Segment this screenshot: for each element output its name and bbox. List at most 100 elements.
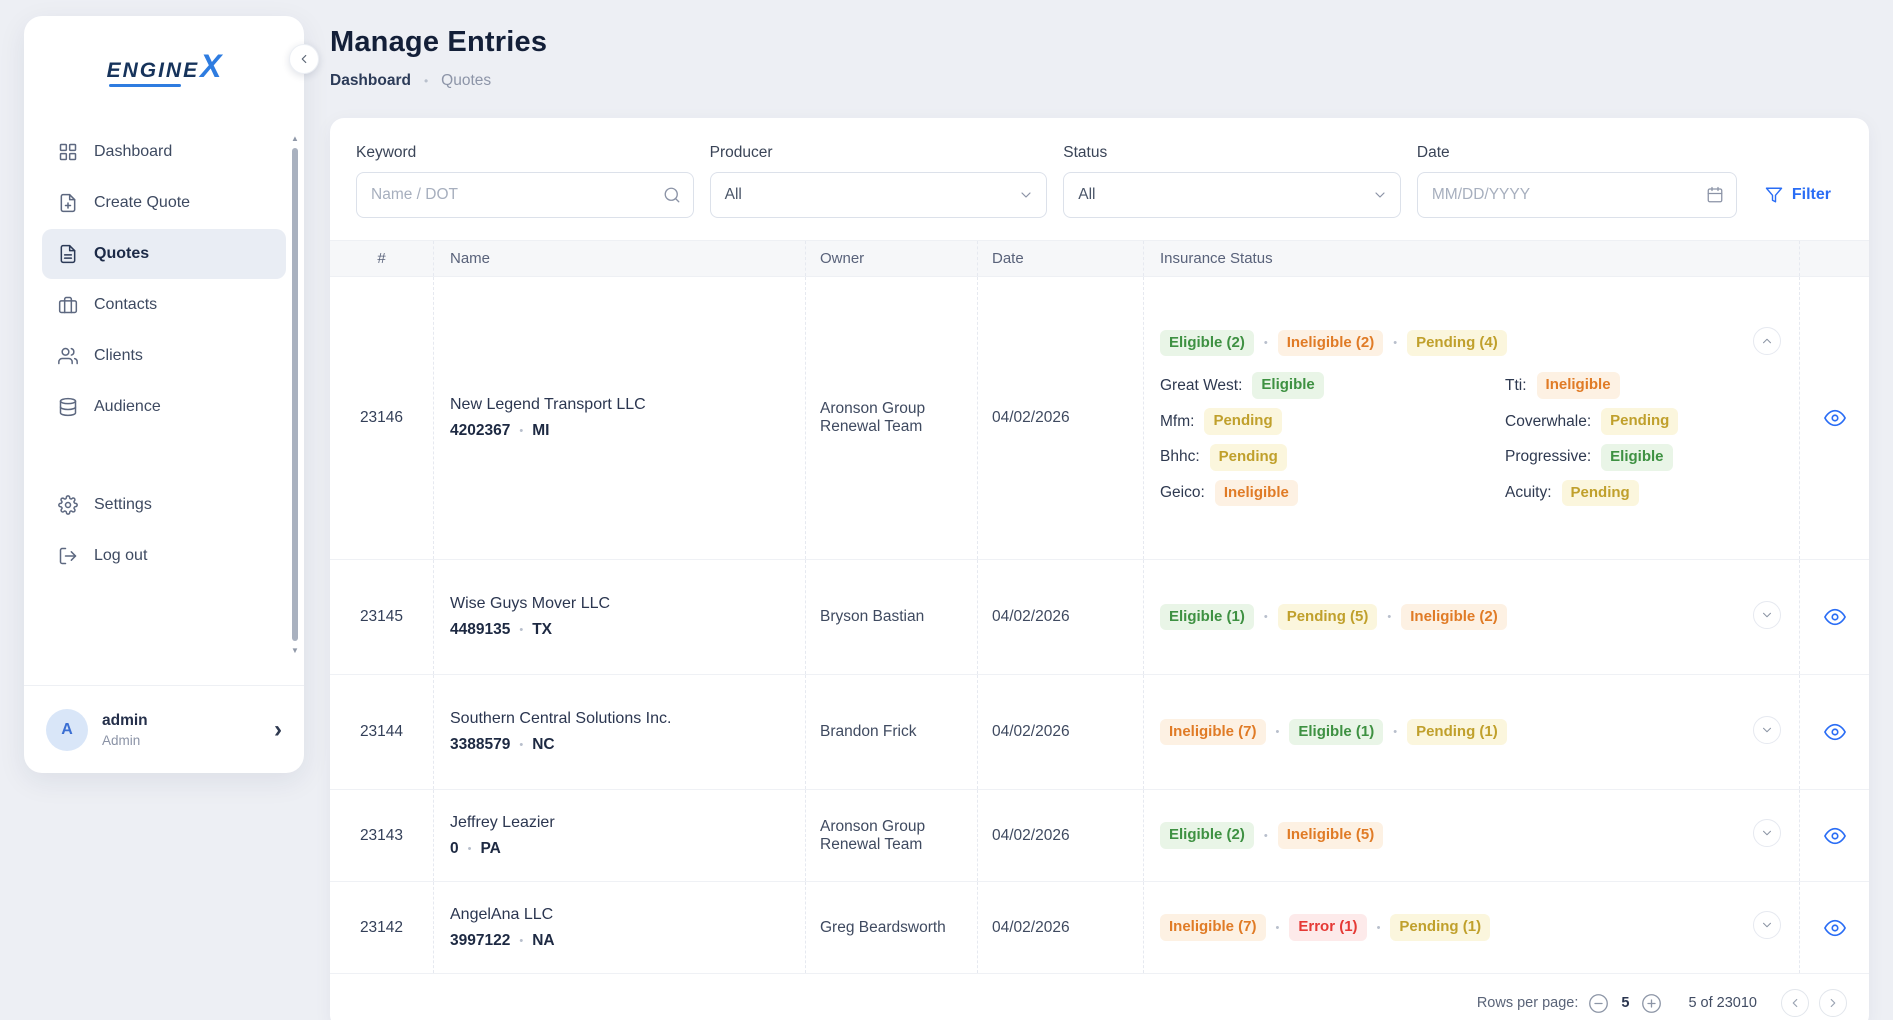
badge-separator-dot: • <box>1393 337 1398 349</box>
status-badge-ineligible: Ineligible (2) <box>1277 329 1384 357</box>
company-name: New Legend Transport LLC <box>450 396 646 413</box>
dot-number: 4202367 <box>450 422 511 439</box>
logo-text: ENGINE <box>106 59 200 82</box>
scrollbar-up-arrow[interactable]: ▲ <box>291 134 299 143</box>
expand-row-button[interactable] <box>1753 911 1781 940</box>
scrollbar-down-arrow[interactable]: ▼ <box>291 646 299 655</box>
status-badge-error: Error (1) <box>1289 914 1367 941</box>
chevron-left-icon <box>301 54 307 64</box>
rows-per-page-label: Rows per page: <box>1476 995 1579 1011</box>
sidebar-collapse-button[interactable] <box>289 44 319 74</box>
carrier-status-item: Progressive: Eligible <box>1505 443 1678 471</box>
scrollbar-thumb[interactable] <box>292 148 298 641</box>
badge-separator-dot: • <box>1275 726 1280 738</box>
sidebar-item-dashboard[interactable]: Dashboard <box>42 127 286 177</box>
chevron-down-icon <box>1762 830 1772 836</box>
carrier-name: Mfm: <box>1160 412 1195 430</box>
dot-number: 3388579 <box>450 736 511 753</box>
carrier-name: Geico: <box>1160 484 1205 501</box>
carrier-name: Coverwhale: <box>1505 412 1592 430</box>
breadcrumb: Dashboard • Quotes <box>330 72 1869 90</box>
filter-button[interactable]: Filter <box>1753 172 1843 218</box>
sidebar-item-clients[interactable]: Clients <box>42 331 286 381</box>
date-input[interactable] <box>1416 172 1737 218</box>
view-entry-button[interactable] <box>1823 407 1846 429</box>
badge-separator-dot: • <box>1393 726 1398 738</box>
rows-per-page-value: 5 <box>1621 995 1630 1011</box>
user-card[interactable]: A admin Admin › <box>24 685 304 773</box>
status-badges: Ineligible (7) • Eligible (1) • Pending (1) <box>1160 718 1520 746</box>
badge-separator-dot: • <box>1387 611 1392 623</box>
row-id: 23146 <box>330 277 434 559</box>
settings-icon <box>58 495 78 515</box>
company-name: Wise Guys Mover LLC <box>450 595 611 612</box>
expand-row-button[interactable] <box>1753 819 1781 848</box>
page-title: Manage Entries <box>330 26 548 58</box>
sidebar-item-quotes[interactable]: Quotes <box>42 229 286 279</box>
chevron-right-icon <box>1830 998 1836 1008</box>
grid-icon <box>59 143 77 161</box>
view-entry-button[interactable] <box>1823 721 1846 743</box>
logo-x: X <box>200 48 222 84</box>
main-content: Manage Entries Dashboard • Quotes Keywor… <box>330 0 1869 1020</box>
file-plus-icon <box>60 193 76 213</box>
status-select[interactable]: All <box>1063 172 1401 218</box>
carrier-status-item: Great West: Eligible <box>1160 372 1505 400</box>
view-entry-button[interactable] <box>1823 606 1846 628</box>
dot-number: 3997122 <box>450 931 511 949</box>
sidebar-nav-primary: Dashboard Create Quote Quotes Contacts Clien… <box>24 127 304 432</box>
status-badge-pending: Pending (4) <box>1407 329 1507 357</box>
date-label: Date <box>1416 144 1450 161</box>
badge-separator-dot: • <box>1263 337 1268 349</box>
chevron-down-icon <box>1372 187 1388 203</box>
carrier-status-item: Bhhc: Pending <box>1160 443 1505 471</box>
expand-row-button[interactable] <box>1753 600 1781 629</box>
row-id: 23145 <box>330 560 434 674</box>
status-badge-eligible: Eligible (1) <box>1160 603 1254 631</box>
status-badge-ineligible: Ineligible (7) <box>1160 914 1266 941</box>
search-icon <box>663 186 681 204</box>
producer-filter-group: Producer All <box>709 144 1048 218</box>
view-entry-button[interactable] <box>1823 917 1846 939</box>
badge-separator-dot: • <box>1263 829 1268 842</box>
sidebar-item-contacts[interactable]: Contacts <box>42 280 286 330</box>
sidebar-item-settings[interactable]: Settings <box>42 480 286 530</box>
logo: ENGINEX <box>24 48 304 85</box>
expand-row-button[interactable] <box>1753 715 1781 744</box>
user-meta: admin Admin <box>102 712 148 748</box>
decrease-rows-button[interactable] <box>1588 993 1609 1014</box>
carrier-status-item: Mfm: Pending <box>1160 408 1505 435</box>
pagination-bar: Rows per page: 5 5 of 23010 <box>330 974 1869 1020</box>
table-row: 23143 Jeffrey Leazier 0 • PA Aronson Group Re… <box>330 790 1869 882</box>
state-code: NA <box>532 931 555 949</box>
collapse-row-button[interactable] <box>1753 326 1781 355</box>
row-id: 23144 <box>330 675 434 789</box>
column-header-id: # <box>330 241 434 276</box>
users-icon <box>58 347 78 365</box>
column-header-insurance-status: Insurance Status <box>1144 241 1800 276</box>
view-entry-button[interactable] <box>1823 825 1846 847</box>
sidebar-item-log-out[interactable]: Log out <box>42 531 286 581</box>
badge-separator-dot: • <box>1275 921 1280 934</box>
carrier-name: Progressive: <box>1505 448 1592 466</box>
owner-cell: Brandon Frick <box>806 675 978 789</box>
carrier-name: Bhhc: <box>1160 448 1200 466</box>
name-separator-dot: • <box>519 624 524 636</box>
previous-page-button[interactable] <box>1781 989 1809 1017</box>
insurance-status-cell: Eligible (1) • Pending (5) • Ineligible (2) <box>1144 560 1800 674</box>
increase-rows-button[interactable] <box>1641 993 1662 1014</box>
carrier-status-badge-ineligible: Ineligible <box>1536 372 1620 400</box>
producer-select[interactable]: All <box>709 172 1048 218</box>
company-name: Jeffrey Leazier <box>450 813 555 831</box>
sidebar-item-audience[interactable]: Audience <box>42 382 286 432</box>
breadcrumb-dashboard[interactable]: Dashboard <box>330 72 411 89</box>
chevron-right-icon: › <box>274 715 282 743</box>
date-cell: 04/02/2026 <box>978 790 1144 881</box>
sidebar-item-label: Dashboard <box>94 143 173 160</box>
next-page-button[interactable] <box>1819 989 1847 1017</box>
chevron-down-icon <box>1762 922 1772 928</box>
chevron-down-icon <box>1018 187 1034 203</box>
sidebar-item-create-quote[interactable]: Create Quote <box>42 178 286 228</box>
keyword-input[interactable] <box>356 172 694 218</box>
row-id: 23142 <box>330 882 434 973</box>
